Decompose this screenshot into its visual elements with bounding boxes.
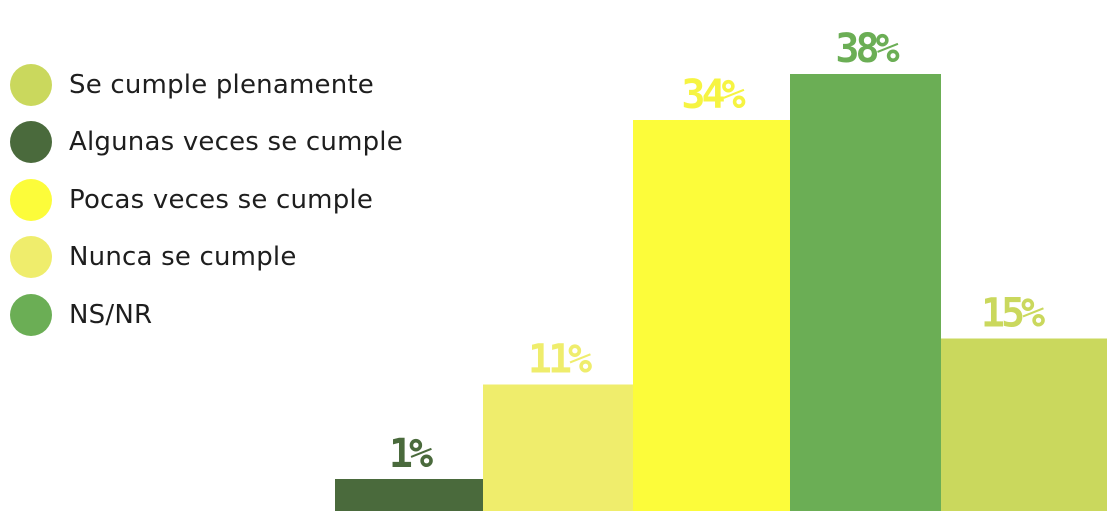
bar-value-label-2: 11% <box>528 337 592 383</box>
bar-5 <box>941 338 1107 511</box>
bar-4 <box>790 74 941 511</box>
legend-label: Nunca se cumple <box>69 242 297 273</box>
legend-item-algunas-veces-se-cumple: Algunas veces se cumple <box>10 114 403 172</box>
bar-1 <box>335 479 483 511</box>
bar-value-label-5: 15% <box>981 291 1045 337</box>
legend-item-pocas-veces-se-cumple: Pocas veces se cumple <box>10 171 403 229</box>
bar-3 <box>633 120 790 511</box>
legend: Se cumple plenamente Algunas veces se cu… <box>10 56 403 344</box>
legend-swatch-icon <box>10 293 52 336</box>
legend-item-nunca-se-cumple: Nunca se cumple <box>10 229 403 287</box>
bar-value-label-4: 38% <box>835 26 899 72</box>
bar-value-label-1: 1% <box>389 431 433 477</box>
legend-swatch-icon <box>10 236 52 279</box>
legend-label: NS/NR <box>69 299 153 330</box>
bar-2 <box>483 384 633 511</box>
legend-label: Se cumple plenamente <box>69 69 374 100</box>
legend-swatch-icon <box>10 63 52 106</box>
legend-swatch-icon <box>10 121 52 164</box>
legend-swatch-icon <box>10 178 52 221</box>
legend-item-se-cumple-plenamente: Se cumple plenamente <box>10 56 403 114</box>
legend-label: Algunas veces se cumple <box>69 127 403 158</box>
bar-value-label-3: 34% <box>681 72 745 118</box>
legend-item-ns-nr: NS/NR <box>10 286 403 344</box>
legend-label: Pocas veces se cumple <box>69 184 374 215</box>
